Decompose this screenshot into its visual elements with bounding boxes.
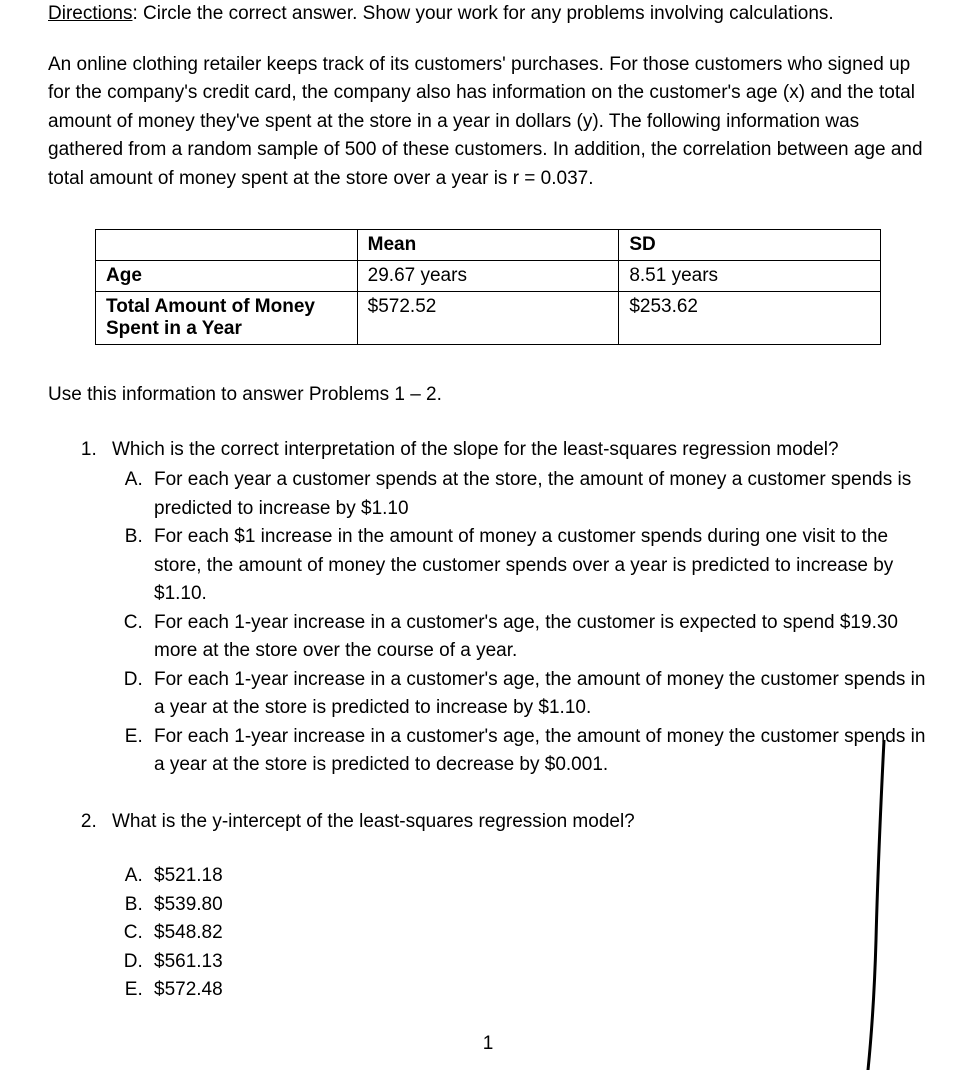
intro-paragraph: An online clothing retailer keeps track … xyxy=(48,51,928,194)
table-header-blank xyxy=(96,230,358,261)
directions-text: : Circle the correct answer. Show your w… xyxy=(132,3,833,24)
problem-2: What is the y-intercept of the least-squ… xyxy=(102,808,928,1005)
choice: $548.82 xyxy=(148,919,928,948)
choices-list: $521.18 $539.80 $548.82 $561.13 $572.48 xyxy=(112,862,928,1005)
table-row-label: Total Amount of Money Spent in a Year xyxy=(96,292,358,345)
table-cell-mean: $572.52 xyxy=(357,292,619,345)
page-container: Directions: Circle the correct answer. S… xyxy=(0,0,976,1075)
problem-1: Which is the correct interpretation of t… xyxy=(102,436,928,780)
table-cell-mean: 29.67 years xyxy=(357,261,619,292)
choices-list: For each year a customer spends at the s… xyxy=(112,466,928,780)
directions-label: Directions xyxy=(48,3,132,24)
problem-stem: Which is the correct interpretation of t… xyxy=(112,439,839,460)
stats-table: Mean SD Age 29.67 years 8.51 years Total… xyxy=(95,229,881,345)
directions-line: Directions: Circle the correct answer. S… xyxy=(48,0,928,29)
choice: For each 1-year increase in a customer's… xyxy=(148,666,928,723)
choice: For each 1-year increase in a customer's… xyxy=(148,723,928,780)
table-header-sd: SD xyxy=(619,230,881,261)
choice: $561.13 xyxy=(148,948,928,977)
table-header-mean: Mean xyxy=(357,230,619,261)
page-number: 1 xyxy=(48,1033,928,1055)
choice: For each 1-year increase in a customer's… xyxy=(148,609,928,666)
problem-stem: What is the y-intercept of the least-squ… xyxy=(112,808,928,837)
table-cell-sd: 8.51 years xyxy=(619,261,881,292)
table-cell-sd: $253.62 xyxy=(619,292,881,345)
use-info-text: Use this information to answer Problems … xyxy=(48,381,928,410)
choice: $521.18 xyxy=(148,862,928,891)
choice: For each year a customer spends at the s… xyxy=(148,466,928,523)
table-row-label: Age xyxy=(96,261,358,292)
choice: $572.48 xyxy=(148,976,928,1005)
table-row: Total Amount of Money Spent in a Year $5… xyxy=(96,292,881,345)
problems-list: Which is the correct interpretation of t… xyxy=(48,436,928,1005)
table-header-row: Mean SD xyxy=(96,230,881,261)
choice: $539.80 xyxy=(148,891,928,920)
choice: For each $1 increase in the amount of mo… xyxy=(148,523,928,609)
table-row: Age 29.67 years 8.51 years xyxy=(96,261,881,292)
